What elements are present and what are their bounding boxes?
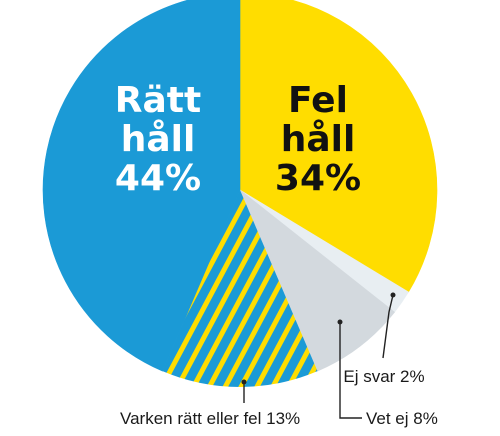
label-fel-line2: håll <box>281 119 356 160</box>
leader-dot-varken <box>241 379 247 385</box>
label-fel-line1: Fel <box>288 80 348 121</box>
leader-dot-ej-svar <box>390 292 396 298</box>
leader-line-vet-ej <box>339 322 362 419</box>
label-ratt-line2: håll <box>121 119 196 160</box>
label-fel-value: 34% <box>275 158 361 199</box>
label-ratt-value: 44% <box>115 158 201 199</box>
label-ej-svar: Ej svar 2% <box>343 367 424 386</box>
pie-slice-varken-ratt-eller-fel <box>162 190 318 387</box>
pie-slice-ratt-hall <box>42 0 241 372</box>
pie-slices <box>42 0 438 387</box>
pie-slice-vet-ej <box>239 189 395 372</box>
label-varken: Varken rätt eller fel 13% <box>120 409 300 428</box>
leader-line-ej-svar <box>382 294 394 359</box>
leader-dot-vet-ej <box>337 319 343 325</box>
label-vet-ej: Vet ej 8% <box>366 409 438 428</box>
pie-slice-fel-hall <box>239 0 438 293</box>
label-ratt-line1: Rätt <box>115 80 201 121</box>
